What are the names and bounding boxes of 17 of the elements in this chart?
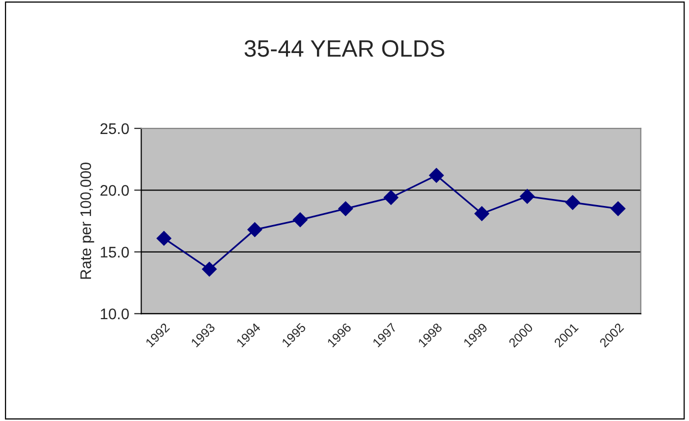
point <box>520 188 535 204</box>
y-axis-title: Rate per 100,000 <box>80 162 94 279</box>
point <box>292 212 308 228</box>
y-tick-label: 10.0 <box>100 308 129 320</box>
y-tick-label: 20.0 <box>100 185 129 196</box>
point <box>565 195 580 210</box>
point <box>610 201 626 216</box>
point <box>384 190 398 205</box>
point <box>247 222 262 238</box>
point <box>474 206 490 222</box>
point <box>429 168 444 183</box>
chart-title: 35-44 YEAR OLDS <box>244 40 444 57</box>
point <box>338 201 353 216</box>
y-tick-label: 15.0 <box>100 246 129 258</box>
point <box>156 230 172 246</box>
y-tick-label: 25.0 <box>100 123 129 134</box>
point <box>202 262 217 277</box>
